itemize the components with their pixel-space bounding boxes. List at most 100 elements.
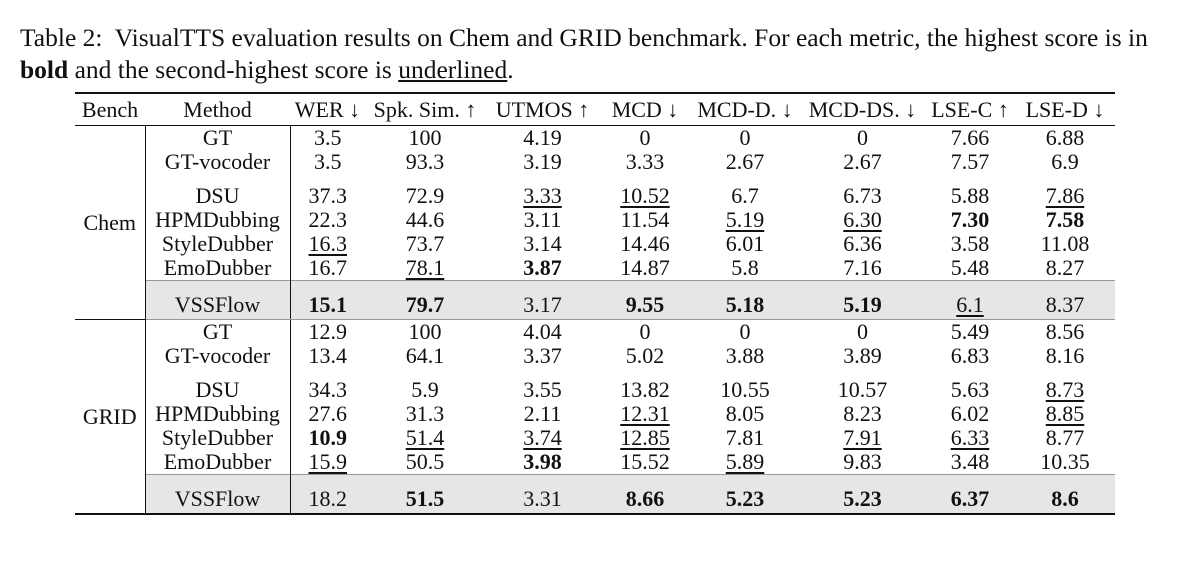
value: 2.11 (523, 401, 562, 426)
method-cell: HPMDubbing (145, 208, 291, 232)
table-row: GT-vocoder 13.4 64.1 3.37 5.02 3.88 3.89 6.83 8.… (75, 344, 1115, 368)
table-row: VSSFlow 18.2 51.5 3.31 8.66 5.23 5.23 6.37 8.6 (75, 474, 1115, 515)
value-cell: 3.48 (925, 450, 1015, 475)
value-cell: 3.74 (485, 426, 600, 450)
value: 3.74 (523, 425, 562, 450)
table-row: DSU 34.3 5.9 3.55 13.82 10.55 10.57 5.63 8.73 (75, 368, 1115, 402)
method-cell: EmoDubber (145, 450, 291, 475)
value-cell: 0 (800, 319, 925, 344)
value-cell: 8.37 (1015, 280, 1115, 320)
value: 15.9 (308, 449, 348, 474)
value: 8.05 (725, 401, 765, 426)
value: 3.37 (523, 343, 562, 368)
value: 5.19 (843, 292, 882, 317)
value-cell: 14.87 (600, 256, 690, 281)
value-cell: 8.16 (1015, 344, 1115, 368)
value-cell: 0 (690, 126, 800, 151)
caption-label: Table 2: (20, 23, 103, 52)
value-cell: 10.9 (290, 426, 365, 450)
value-cell: 5.49 (925, 319, 1015, 344)
value-cell: 3.31 (485, 474, 600, 515)
value: 6.7 (731, 183, 759, 208)
table-row: VSSFlow 15.1 79.7 3.17 9.55 5.18 5.19 6.1 8.37 (75, 280, 1115, 320)
value: 5.19 (725, 207, 765, 232)
value: 3.33 (625, 149, 665, 174)
value-cell: 11.08 (1015, 232, 1115, 256)
value-cell: 3.14 (485, 232, 600, 256)
value-cell: 2.11 (485, 402, 600, 426)
value: 2.67 (843, 149, 882, 174)
value-cell: 5.63 (925, 368, 1015, 402)
value-cell: 6.7 (690, 174, 800, 208)
value-cell: 5.02 (600, 344, 690, 368)
value: 0 (639, 125, 651, 150)
caption-underlined: underlined (398, 55, 508, 84)
column-header: Bench (75, 93, 145, 126)
value-cell: 5.89 (690, 450, 800, 475)
value: 93.3 (405, 149, 445, 174)
value-cell: 15.52 (600, 450, 690, 475)
value: 7.30 (950, 207, 990, 232)
value: 7.86 (1045, 183, 1085, 208)
table-row: StyleDubber 16.3 73.7 3.14 14.46 6.01 6.36 3.58… (75, 232, 1115, 256)
value-cell: 8.27 (1015, 256, 1115, 281)
table-row: EmoDubber 15.9 50.5 3.98 15.52 5.89 9.83 3.48 10… (75, 450, 1115, 475)
value-cell: 7.91 (800, 426, 925, 450)
column-header: MCD-DS. ↓ (800, 93, 925, 126)
value: 8.23 (843, 401, 882, 426)
value: 100 (408, 319, 442, 344)
value: 3.14 (523, 231, 562, 256)
value-cell: 9.55 (600, 280, 690, 320)
value-cell: 3.33 (485, 174, 600, 208)
value: 6.33 (950, 425, 990, 450)
value-cell: 16.7 (290, 256, 365, 281)
value-cell: 34.3 (290, 368, 365, 402)
value-cell: 5.48 (925, 256, 1015, 281)
method-cell: EmoDubber (145, 256, 291, 281)
value-cell: 6.36 (800, 232, 925, 256)
bench-cell: GRID (75, 319, 146, 514)
value: 7.58 (1045, 207, 1085, 232)
value: 5.8 (731, 255, 759, 280)
value-cell: 6.01 (690, 232, 800, 256)
value: 12.31 (620, 401, 670, 426)
value: 3.87 (523, 255, 562, 280)
value-cell: 100 (365, 319, 485, 344)
value-cell: 6.9 (1015, 150, 1115, 174)
table-row: StyleDubber 10.9 51.4 3.74 12.85 7.81 7.91 6.33… (75, 426, 1115, 450)
value: 6.02 (950, 401, 990, 426)
value-cell: 14.46 (600, 232, 690, 256)
value-cell: 78.1 (365, 256, 485, 281)
value-cell: 3.89 (800, 344, 925, 368)
value-cell: 12.9 (290, 319, 365, 344)
value-cell: 7.58 (1015, 208, 1115, 232)
value-cell: 8.6 (1015, 474, 1115, 515)
value-cell: 6.02 (925, 402, 1015, 426)
value-cell: 7.16 (800, 256, 925, 281)
value-cell: 7.30 (925, 208, 1015, 232)
value: 64.1 (405, 343, 445, 368)
value: 78.1 (405, 255, 445, 280)
value-cell: 7.86 (1015, 174, 1115, 208)
method-cell: GT (145, 319, 291, 344)
value-cell: 5.23 (690, 474, 800, 515)
value: 3.88 (725, 343, 765, 368)
value: 27.6 (308, 401, 348, 426)
value: 6.36 (843, 231, 882, 256)
value: 13.82 (620, 377, 670, 402)
value-cell: 3.5 (290, 150, 365, 174)
method-cell: GT-vocoder (145, 150, 291, 174)
value: 0 (739, 319, 751, 344)
value-cell: 12.85 (600, 426, 690, 450)
value-cell: 7.66 (925, 126, 1015, 151)
table-row: GRID GT 12.9 100 4.04 0 0 0 5.49 8.56 (75, 319, 1115, 514)
value-cell: 27.6 (290, 402, 365, 426)
value: 15.52 (620, 449, 670, 474)
header-row: Bench Method WER ↓ Spk. Sim. ↑ UTMOS ↑ MCD ↓ M… (75, 93, 1115, 126)
value-cell: 10.57 (800, 368, 925, 402)
value-cell: 5.19 (690, 208, 800, 232)
value-cell: 0 (800, 126, 925, 151)
value: 3.11 (523, 207, 562, 232)
value: 51.5 (405, 486, 445, 511)
table-row: DSU 37.3 72.9 3.33 10.52 6.7 6.73 5.88 7.86 (75, 174, 1115, 208)
